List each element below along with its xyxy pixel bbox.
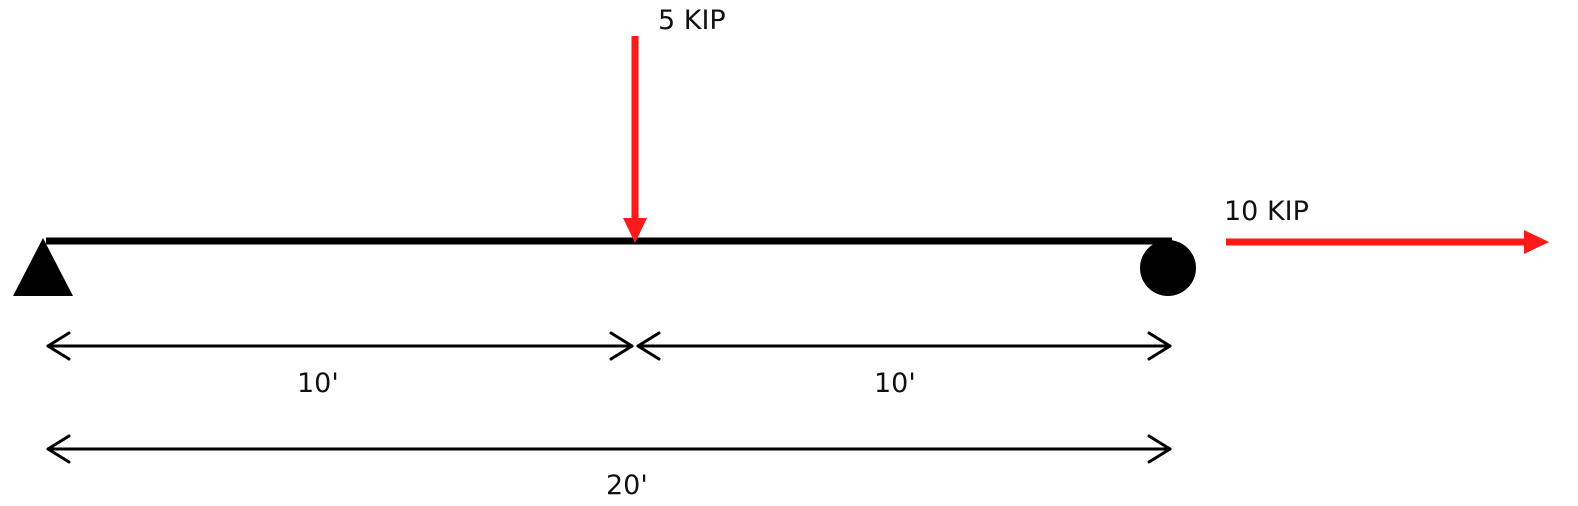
pin-support-icon — [13, 238, 73, 296]
point-load-arrow — [623, 36, 647, 243]
axial-load-label: 10 KIP — [1224, 196, 1309, 227]
right-span-label: 10' — [874, 368, 916, 399]
point-load-label: 5 KIP — [658, 5, 726, 36]
dimension-line-total-span — [46, 434, 1172, 464]
dimension-line-left-span — [46, 331, 634, 361]
roller-support-icon — [1140, 240, 1196, 296]
axial-load-arrow — [1226, 230, 1549, 254]
total-span-label: 20' — [606, 470, 648, 501]
dimension-line-right-span — [636, 331, 1172, 361]
left-span-label: 10' — [297, 368, 339, 399]
